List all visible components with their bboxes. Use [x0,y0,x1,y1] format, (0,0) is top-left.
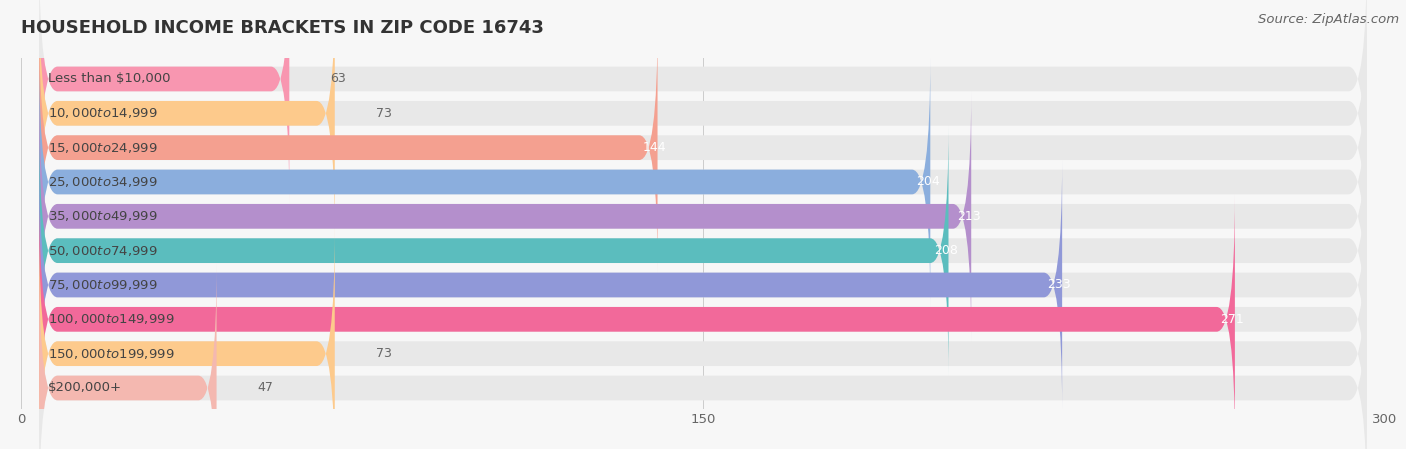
FancyBboxPatch shape [39,91,1367,341]
Text: 233: 233 [1047,278,1071,291]
FancyBboxPatch shape [39,91,972,341]
FancyBboxPatch shape [39,263,1367,449]
Text: 208: 208 [934,244,957,257]
FancyBboxPatch shape [39,22,1367,273]
Text: $150,000 to $199,999: $150,000 to $199,999 [48,347,174,361]
Text: $35,000 to $49,999: $35,000 to $49,999 [48,209,157,223]
FancyBboxPatch shape [39,194,1234,445]
FancyBboxPatch shape [39,0,290,204]
Text: Source: ZipAtlas.com: Source: ZipAtlas.com [1258,13,1399,26]
Text: 271: 271 [1220,313,1244,326]
FancyBboxPatch shape [39,0,335,238]
FancyBboxPatch shape [39,126,949,376]
Text: 73: 73 [375,347,391,360]
FancyBboxPatch shape [39,194,1367,445]
Text: 213: 213 [956,210,980,223]
FancyBboxPatch shape [39,229,335,449]
Text: $75,000 to $99,999: $75,000 to $99,999 [48,278,157,292]
Text: HOUSEHOLD INCOME BRACKETS IN ZIP CODE 16743: HOUSEHOLD INCOME BRACKETS IN ZIP CODE 16… [21,19,544,37]
FancyBboxPatch shape [39,22,658,273]
FancyBboxPatch shape [39,160,1367,410]
Text: 204: 204 [915,176,939,189]
FancyBboxPatch shape [39,160,1062,410]
FancyBboxPatch shape [39,57,931,307]
FancyBboxPatch shape [39,126,1367,376]
FancyBboxPatch shape [39,0,1367,238]
Text: $15,000 to $24,999: $15,000 to $24,999 [48,141,157,154]
Text: $10,000 to $14,999: $10,000 to $14,999 [48,106,157,120]
Text: 73: 73 [375,107,391,120]
FancyBboxPatch shape [39,263,217,449]
Text: $200,000+: $200,000+ [48,382,122,395]
FancyBboxPatch shape [39,229,1367,449]
Text: 47: 47 [257,382,273,395]
Text: $50,000 to $74,999: $50,000 to $74,999 [48,244,157,258]
Text: 144: 144 [643,141,666,154]
Text: $25,000 to $34,999: $25,000 to $34,999 [48,175,157,189]
Text: $100,000 to $149,999: $100,000 to $149,999 [48,313,174,326]
FancyBboxPatch shape [39,57,1367,307]
Text: Less than $10,000: Less than $10,000 [48,72,172,85]
FancyBboxPatch shape [39,0,1367,204]
Text: 63: 63 [330,72,346,85]
